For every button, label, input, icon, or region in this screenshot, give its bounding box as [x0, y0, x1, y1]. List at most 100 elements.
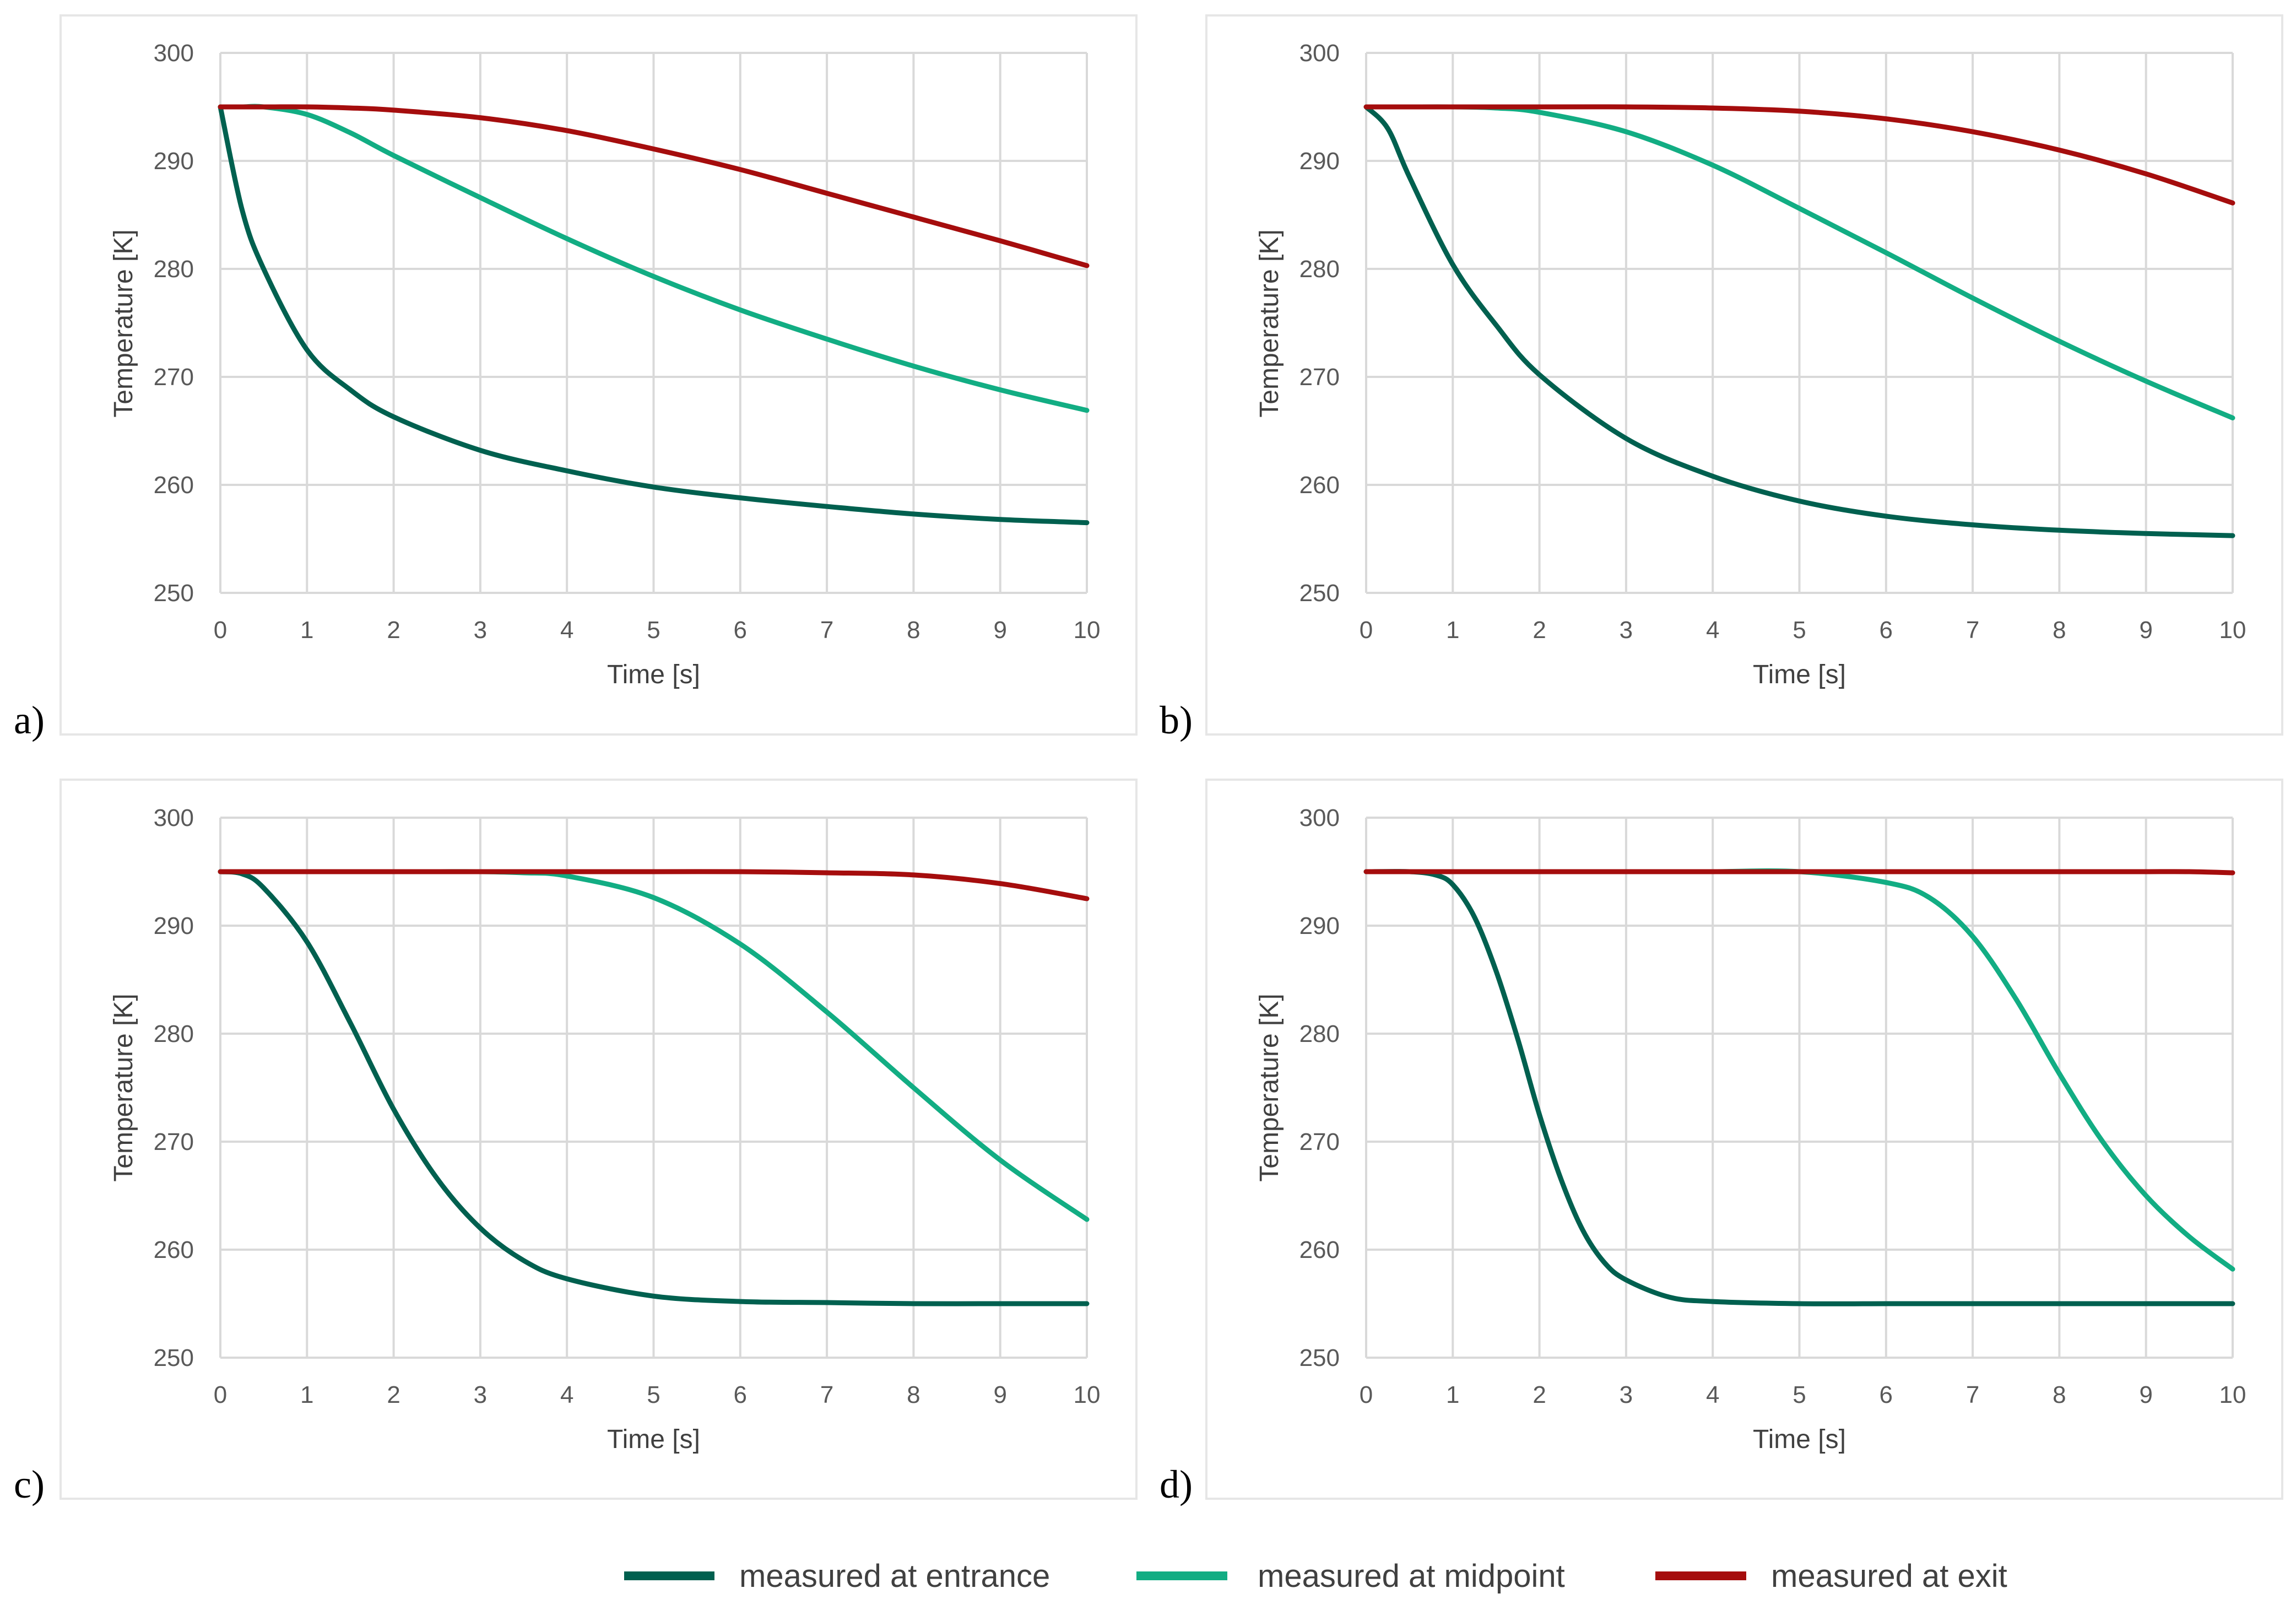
y-tick-label: 280 [1299, 256, 1340, 283]
x-tick-label: 9 [2139, 1381, 2152, 1408]
panel-frame [1205, 14, 2283, 736]
x-tick-label: 10 [2219, 617, 2246, 644]
x-tick-label: 10 [2219, 1381, 2246, 1408]
series-line-entrance [1363, 104, 2235, 538]
panel-label: c) [14, 1462, 45, 1506]
x-tick-label: 2 [1533, 617, 1546, 644]
panel-frame [59, 779, 1138, 1500]
x-tick-label: 7 [1966, 617, 1979, 644]
x-tick-label: 1 [1446, 617, 1459, 644]
x-tick-label: 9 [993, 617, 1006, 644]
x-tick-label: 2 [1533, 1381, 1546, 1408]
x-tick-label: 6 [734, 1381, 747, 1408]
x-axis-title: Time [s] [1753, 660, 1846, 689]
x-tick-label: 3 [1620, 617, 1633, 644]
x-tick-label: 1 [300, 1381, 313, 1408]
legend: measured at entrance measured at midpoin… [624, 1558, 2007, 1594]
series-line-exit [1363, 104, 2235, 206]
x-tick-label: 0 [1360, 617, 1373, 644]
x-axis-title: Time [s] [1753, 1425, 1846, 1454]
y-axis-title: Temperature [K] [109, 229, 138, 417]
x-tick-label: 4 [1706, 1381, 1719, 1408]
x-tick-label: 0 [214, 617, 227, 644]
y-axis-title: Temperature [K] [1255, 993, 1284, 1181]
series-line-midpoint [218, 104, 1090, 413]
x-tick-label: 0 [1360, 1381, 1373, 1408]
x-tick-label: 1 [1446, 1381, 1459, 1408]
y-tick-label: 250 [1299, 580, 1340, 607]
x-tick-label: 0 [214, 1381, 227, 1408]
x-tick-label: 4 [1706, 617, 1719, 644]
y-tick-label: 270 [1299, 1128, 1340, 1155]
series-line-entrance [1363, 869, 2235, 1306]
x-axis-title: Time [s] [607, 660, 700, 689]
x-tick-label: 8 [2053, 617, 2066, 644]
y-tick-label: 250 [154, 1344, 194, 1371]
series-line-entrance [218, 104, 1090, 526]
panel-label: a) [14, 698, 45, 742]
x-tick-label: 7 [820, 1381, 833, 1408]
y-tick-label: 300 [154, 40, 194, 67]
y-tick-label: 260 [154, 472, 194, 499]
x-tick-label: 5 [1793, 617, 1806, 644]
y-tick-label: 260 [1299, 1236, 1340, 1263]
x-tick-label: 6 [1880, 617, 1893, 644]
y-tick-label: 260 [1299, 472, 1340, 499]
series-line-exit [1363, 869, 2235, 876]
x-tick-label: 7 [820, 617, 833, 644]
x-tick-label: 3 [474, 1381, 487, 1408]
y-tick-label: 270 [154, 1128, 194, 1155]
x-tick-label: 3 [1620, 1381, 1633, 1408]
x-tick-label: 3 [474, 617, 487, 644]
y-tick-label: 290 [1299, 912, 1340, 939]
x-tick-label: 9 [993, 1381, 1006, 1408]
x-tick-label: 7 [1966, 1381, 1979, 1408]
x-tick-label: 8 [907, 617, 920, 644]
y-tick-label: 250 [154, 580, 194, 607]
y-axis-title: Temperature [K] [1255, 229, 1284, 417]
x-tick-label: 1 [300, 617, 313, 644]
y-tick-label: 280 [1299, 1020, 1340, 1047]
x-tick-label: 2 [387, 1381, 400, 1408]
series-line-exit [218, 104, 1090, 268]
y-tick-label: 300 [154, 804, 194, 831]
x-tick-label: 2 [387, 617, 400, 644]
y-tick-label: 270 [154, 364, 194, 391]
x-tick-label: 6 [734, 617, 747, 644]
y-tick-label: 300 [1299, 804, 1340, 831]
x-tick-label: 10 [1074, 617, 1101, 644]
legend-label-entrance: measured at entrance [739, 1558, 1050, 1594]
y-tick-label: 300 [1299, 40, 1340, 67]
y-tick-label: 290 [154, 912, 194, 939]
x-tick-label: 4 [560, 1381, 573, 1408]
y-tick-label: 270 [1299, 364, 1340, 391]
series-line-exit [218, 869, 1090, 901]
x-tick-label: 5 [647, 1381, 660, 1408]
y-tick-label: 290 [1299, 148, 1340, 175]
x-tick-label: 5 [647, 617, 660, 644]
y-tick-label: 290 [154, 148, 194, 175]
panel-label: d) [1160, 1462, 1193, 1506]
x-tick-label: 5 [1793, 1381, 1806, 1408]
x-tick-label: 9 [2139, 617, 2152, 644]
series-line-entrance [218, 869, 1090, 1306]
y-tick-label: 250 [1299, 1344, 1340, 1371]
x-tick-label: 10 [1074, 1381, 1101, 1408]
x-axis-title: Time [s] [607, 1425, 700, 1454]
y-tick-label: 260 [154, 1236, 194, 1263]
y-axis-title: Temperature [K] [109, 993, 138, 1181]
x-tick-label: 8 [907, 1381, 920, 1408]
x-tick-label: 4 [560, 617, 573, 644]
x-tick-label: 6 [1880, 1381, 1893, 1408]
y-tick-label: 280 [154, 1020, 194, 1047]
y-tick-label: 280 [154, 256, 194, 283]
legend-label-exit: measured at exit [1771, 1558, 2007, 1594]
panel-label: b) [1160, 698, 1193, 742]
x-tick-label: 8 [2053, 1381, 2066, 1408]
legend-label-midpoint: measured at midpoint [1258, 1558, 1565, 1594]
